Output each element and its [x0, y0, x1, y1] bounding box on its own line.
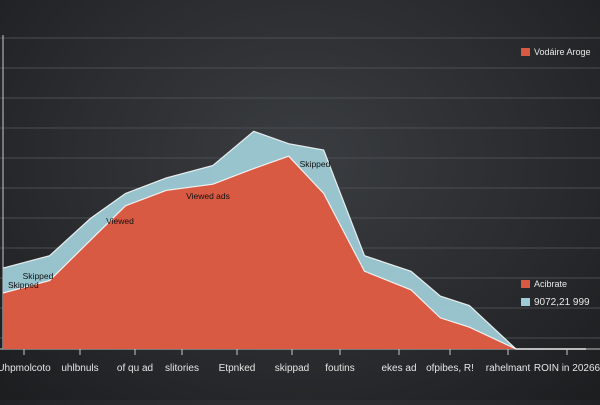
legend-swatch-acibrate: [521, 280, 530, 288]
x-tick-label-10: ROIN in 20266: [534, 363, 600, 374]
legend-item-value: 9072,21 999: [521, 297, 590, 308]
legend-label-value: 9072,21 999: [534, 297, 590, 308]
legend-label-acibrate: Acibrate: [534, 279, 568, 289]
annotation-4: Skipped: [8, 280, 39, 290]
x-tick-label-6: foutins: [325, 363, 354, 374]
legend-top: Vodáire Aroge: [521, 47, 591, 57]
x-tick-label-9: rahelmant: [486, 363, 531, 374]
x-tick-label-8: ofpibes, R!: [426, 363, 474, 374]
legend-swatch-series-1: [521, 48, 530, 56]
x-tick-label-1: uhlbnuls: [61, 363, 98, 374]
area-series-1: [3, 156, 586, 349]
line-series-2: [2, 130, 586, 350]
x-tick-label-0: Uhpmolcoto: [0, 363, 51, 374]
annotation-1: Viewed: [106, 216, 134, 226]
x-tick-label-5: skippad: [275, 363, 309, 374]
legend-label-series-1: Vodáire Aroge: [534, 47, 591, 57]
x-tick-label-7: ekes ad: [381, 363, 416, 374]
legend-item-acibrate: Acibrate: [521, 279, 590, 289]
legend-swatch-value: [521, 298, 530, 306]
legend-bottom: Acibrate 9072,21 999: [521, 279, 590, 308]
annotation-3: Skipped: [300, 159, 331, 169]
annotation-2: Viewed ads: [186, 191, 230, 201]
line-series-1: [2, 155, 586, 350]
x-tick-label-3: slitories: [165, 363, 199, 374]
annotation-0: Skipped: [23, 271, 54, 281]
x-tick-label-2: of qu ad: [117, 363, 153, 374]
x-tick-label-4: Etpnked: [219, 363, 256, 374]
